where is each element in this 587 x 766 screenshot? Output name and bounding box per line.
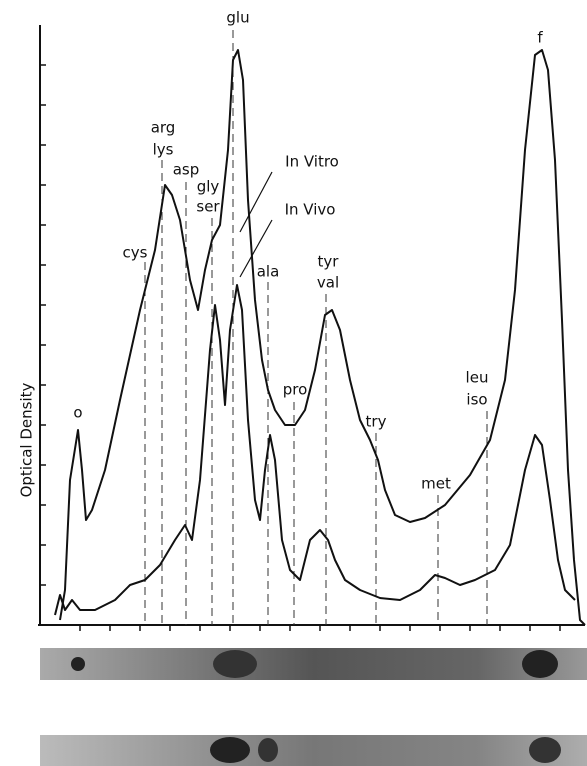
- peak-label: f: [537, 29, 543, 47]
- chromatogram-strip: [40, 735, 587, 766]
- leader-line: [239, 171, 273, 233]
- strip: [40, 648, 587, 680]
- peak-label: leu: [466, 369, 489, 387]
- spot: [258, 738, 278, 762]
- peak-label: met: [421, 475, 451, 493]
- spot: [210, 737, 250, 763]
- spot: [522, 650, 558, 678]
- curve-label: In Vitro: [285, 153, 339, 171]
- in-vitro-curve: [59, 49, 586, 626]
- peak-label: cys: [123, 244, 148, 262]
- peak-label: lys: [153, 141, 174, 159]
- y-ticks: [40, 64, 46, 586]
- peak-label: ser: [196, 198, 220, 216]
- peak-label: gly: [197, 178, 220, 196]
- dashed-guides: [144, 30, 488, 625]
- peak-label: ala: [257, 263, 280, 281]
- curve-label: In Vivo: [285, 201, 336, 219]
- peak-label: iso: [466, 391, 487, 409]
- spot: [71, 657, 85, 671]
- peak-label: asp: [173, 161, 200, 179]
- in-vivo-curve: [54, 284, 576, 616]
- peak-label: try: [366, 413, 387, 431]
- peak-label: val: [317, 274, 339, 292]
- peak-label: glu: [226, 9, 249, 27]
- peak-label: tyr: [318, 253, 340, 271]
- axis-label: Optical Density: [18, 382, 36, 497]
- x-ticks: [79, 625, 561, 631]
- peak-label: pro: [283, 381, 308, 399]
- strip: [40, 735, 587, 766]
- leader-line: [239, 219, 273, 278]
- spot: [529, 737, 561, 763]
- chromatogram-strip: [40, 648, 587, 680]
- peak-label: arg: [151, 119, 176, 137]
- peak-label: o: [73, 404, 82, 422]
- axes: [38, 25, 585, 631]
- spot: [213, 650, 257, 678]
